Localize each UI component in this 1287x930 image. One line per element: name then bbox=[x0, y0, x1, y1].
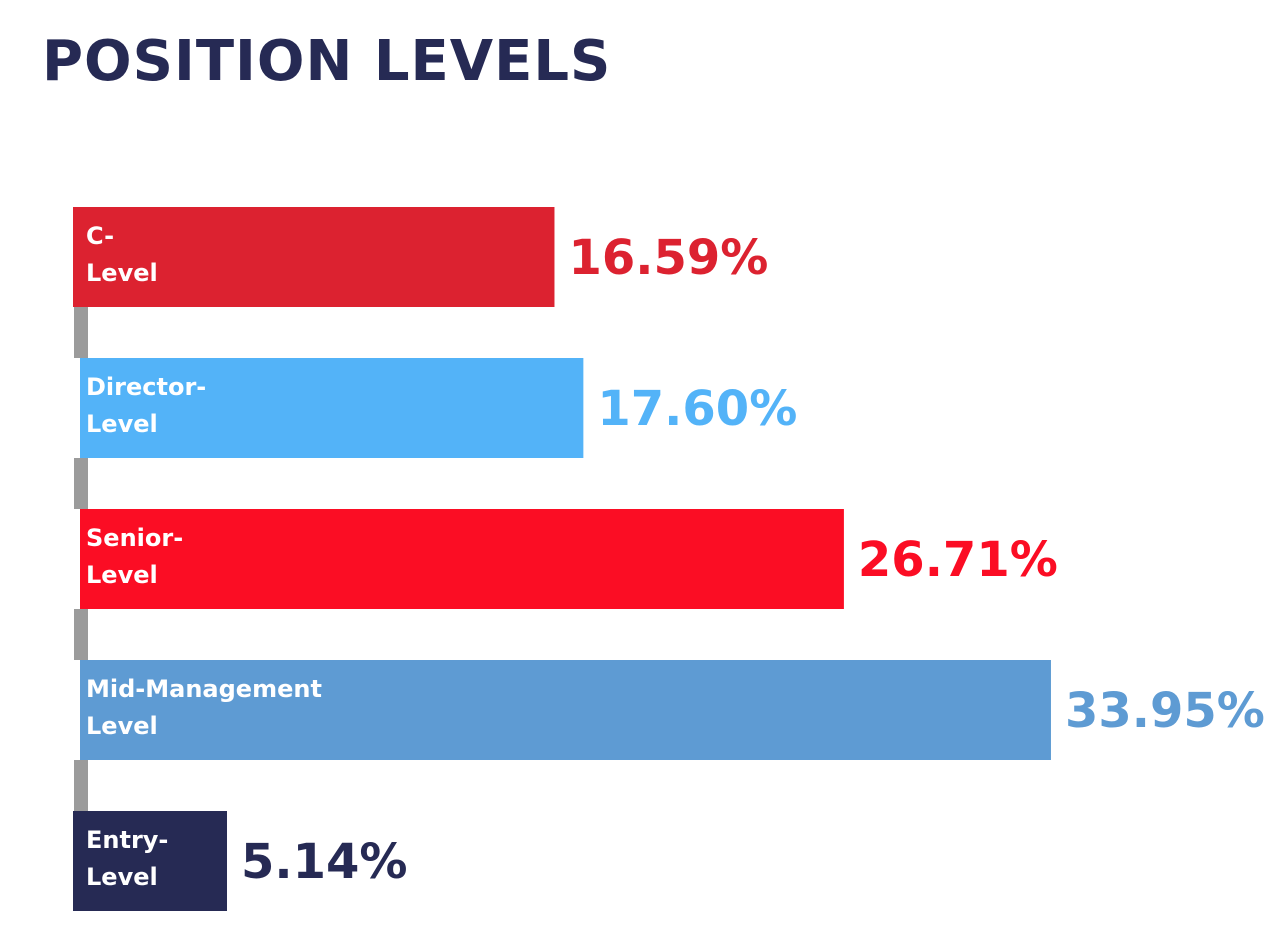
bar-category-label: Level bbox=[86, 259, 158, 287]
axis-connector bbox=[74, 307, 88, 358]
bar-value-label: 16.59% bbox=[568, 230, 768, 286]
bar-value-label: 26.71% bbox=[858, 532, 1058, 588]
bar bbox=[73, 207, 555, 307]
bar-value-label: 5.14% bbox=[241, 834, 408, 890]
axis-connector bbox=[74, 760, 88, 811]
bar-category-label: Director- bbox=[86, 373, 206, 401]
axis-connector bbox=[74, 458, 88, 509]
bar-category-label: Senior- bbox=[86, 524, 183, 552]
bar-category-label: Level bbox=[86, 410, 158, 438]
bar-value-label: 33.95% bbox=[1065, 683, 1265, 739]
bar-category-label: C- bbox=[86, 222, 114, 250]
bar-category-label: Entry- bbox=[86, 826, 168, 854]
bar-value-label: 17.60% bbox=[597, 381, 797, 437]
bar-category-label: Level bbox=[86, 712, 158, 740]
bar-category-label: Level bbox=[86, 863, 158, 891]
bar bbox=[80, 358, 584, 458]
chart-title: POSITION LEVELS bbox=[42, 29, 612, 94]
bar bbox=[80, 509, 844, 609]
axis-connector bbox=[74, 609, 88, 660]
bar-category-label: Level bbox=[86, 561, 158, 589]
bar-category-label: Mid-Management bbox=[86, 675, 322, 703]
bar bbox=[73, 811, 228, 911]
bar bbox=[80, 660, 1051, 760]
